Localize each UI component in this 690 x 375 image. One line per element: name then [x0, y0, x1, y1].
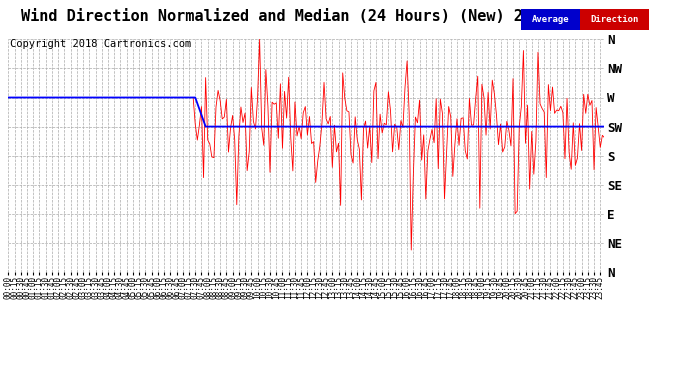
Text: Wind Direction Normalized and Median (24 Hours) (New) 20181218: Wind Direction Normalized and Median (24… — [21, 9, 586, 24]
Text: Average: Average — [531, 15, 569, 24]
Text: Direction: Direction — [590, 15, 638, 24]
Text: Copyright 2018 Cartronics.com: Copyright 2018 Cartronics.com — [10, 39, 192, 50]
